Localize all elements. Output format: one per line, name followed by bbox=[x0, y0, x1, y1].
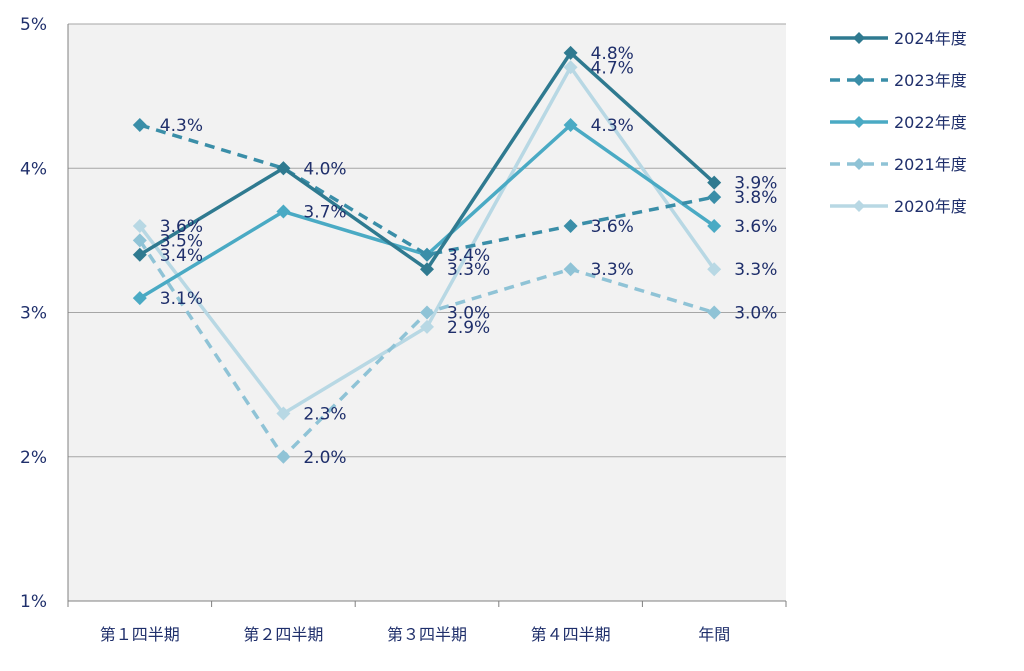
data-label: 3.6% bbox=[591, 217, 634, 237]
legend-marker bbox=[853, 158, 865, 170]
y-tick-label: 1% bbox=[20, 592, 47, 612]
y-tick-label: 5% bbox=[20, 15, 47, 35]
legend-label: 2020年度 bbox=[894, 197, 967, 216]
data-label: 3.3% bbox=[734, 260, 777, 280]
legend-marker bbox=[853, 74, 865, 86]
data-label: 3.4% bbox=[447, 246, 490, 266]
y-tick-label: 2% bbox=[20, 448, 47, 468]
x-tick-label: 第２四半期 bbox=[243, 625, 323, 644]
x-tick-label: 年間 bbox=[698, 625, 730, 644]
data-label: 3.4% bbox=[160, 246, 203, 266]
data-label: 2.3% bbox=[303, 404, 346, 424]
data-label: 3.3% bbox=[447, 260, 490, 280]
data-label: 3.6% bbox=[734, 217, 777, 237]
data-point bbox=[132, 247, 147, 262]
series-group bbox=[132, 45, 722, 464]
data-point bbox=[563, 218, 578, 233]
data-point bbox=[707, 218, 722, 233]
legend-label: 2023年度 bbox=[894, 71, 967, 90]
data-point bbox=[276, 161, 291, 176]
data-point bbox=[563, 262, 578, 277]
data-point bbox=[420, 262, 434, 277]
data-point bbox=[132, 218, 147, 233]
legend-marker bbox=[853, 200, 865, 212]
data-label: 3.0% bbox=[447, 304, 490, 324]
data-point bbox=[563, 117, 578, 132]
data-label: 2.0% bbox=[303, 448, 346, 468]
data-point bbox=[420, 305, 434, 320]
data-label: 3.1% bbox=[160, 289, 203, 309]
data-label: 3.9% bbox=[734, 174, 777, 194]
data-label: 3.0% bbox=[734, 304, 777, 324]
data-label: 4.3% bbox=[160, 116, 203, 136]
data-point bbox=[563, 45, 578, 60]
data-label: 4.3% bbox=[591, 116, 634, 136]
x-tick-label: 第１四半期 bbox=[100, 625, 180, 644]
legend: 2024年度 2023年度 2022年度 2021年度 2020年度 bbox=[830, 29, 967, 216]
data-label: 3.3% bbox=[591, 260, 634, 280]
data-label: 3.7% bbox=[303, 203, 346, 223]
legend-marker bbox=[853, 116, 865, 128]
data-label: 3.5% bbox=[160, 231, 203, 251]
data-point bbox=[707, 175, 722, 190]
data-point bbox=[420, 319, 434, 334]
data-point bbox=[276, 406, 291, 421]
data-point bbox=[132, 291, 147, 306]
data-point bbox=[276, 449, 291, 464]
legend-label: 2021年度 bbox=[894, 155, 967, 174]
data-point bbox=[707, 190, 722, 205]
series-line bbox=[139, 123, 715, 257]
data-point bbox=[707, 262, 722, 277]
y-axis: 1% 2% 3% 4% 5% bbox=[20, 15, 69, 612]
y-tick-label: 4% bbox=[20, 159, 47, 179]
data-point bbox=[420, 247, 434, 262]
data-label: 2.9% bbox=[447, 318, 490, 338]
data-point bbox=[132, 117, 147, 132]
data-label: 3.8% bbox=[734, 188, 777, 208]
data-label: 4.7% bbox=[591, 58, 634, 78]
data-point bbox=[276, 204, 291, 219]
x-axis: 第１四半期 第２四半期 第３四半期 第４四半期 年間 bbox=[67, 600, 787, 644]
data-label: 4.0% bbox=[303, 159, 346, 179]
data-point bbox=[563, 60, 578, 75]
legend-label: 2022年度 bbox=[894, 113, 967, 132]
legend-label: 2024年度 bbox=[894, 29, 967, 48]
data-label: 3.6% bbox=[160, 217, 203, 237]
legend-marker bbox=[853, 32, 865, 44]
data-labels: 3.4% 4.0% 3.3% 4.8% 3.9% 4.3% 3.4% 3.6% 3.8% 3.1%… bbox=[160, 44, 778, 468]
data-label: 4.8% bbox=[591, 44, 634, 64]
x-tick-label: 第３四半期 bbox=[387, 625, 467, 644]
x-tick-label: 第４四半期 bbox=[531, 625, 611, 644]
data-point bbox=[707, 305, 722, 320]
data-point bbox=[132, 233, 147, 248]
y-tick-label: 3% bbox=[20, 304, 47, 324]
